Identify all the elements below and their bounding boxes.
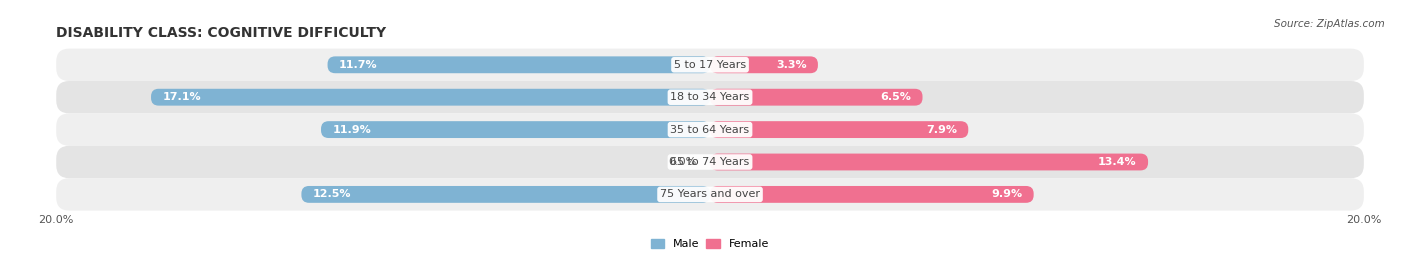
FancyBboxPatch shape (56, 146, 1364, 178)
Text: 65 to 74 Years: 65 to 74 Years (671, 157, 749, 167)
Text: 9.9%: 9.9% (991, 189, 1022, 200)
Text: 17.1%: 17.1% (163, 92, 201, 102)
Text: 35 to 64 Years: 35 to 64 Years (671, 124, 749, 135)
FancyBboxPatch shape (56, 178, 1364, 211)
Text: 18 to 34 Years: 18 to 34 Years (671, 92, 749, 102)
Text: 6.5%: 6.5% (880, 92, 911, 102)
Text: 7.9%: 7.9% (925, 124, 957, 135)
Text: 3.3%: 3.3% (776, 60, 807, 70)
FancyBboxPatch shape (710, 56, 818, 73)
Text: 75 Years and over: 75 Years and over (659, 189, 761, 200)
Text: 0.0%: 0.0% (669, 157, 697, 167)
FancyBboxPatch shape (710, 121, 969, 138)
Text: 5 to 17 Years: 5 to 17 Years (673, 60, 747, 70)
Text: 12.5%: 12.5% (314, 189, 352, 200)
Text: Source: ZipAtlas.com: Source: ZipAtlas.com (1274, 19, 1385, 29)
FancyBboxPatch shape (710, 186, 1033, 203)
FancyBboxPatch shape (710, 89, 922, 106)
FancyBboxPatch shape (56, 113, 1364, 146)
FancyBboxPatch shape (710, 154, 1149, 170)
FancyBboxPatch shape (328, 56, 710, 73)
FancyBboxPatch shape (56, 81, 1364, 113)
FancyBboxPatch shape (56, 49, 1364, 81)
Legend: Male, Female: Male, Female (647, 234, 773, 254)
Text: DISABILITY CLASS: COGNITIVE DIFFICULTY: DISABILITY CLASS: COGNITIVE DIFFICULTY (56, 26, 387, 40)
Text: 11.9%: 11.9% (332, 124, 371, 135)
FancyBboxPatch shape (321, 121, 710, 138)
FancyBboxPatch shape (150, 89, 710, 106)
Text: 11.7%: 11.7% (339, 60, 378, 70)
Text: 13.4%: 13.4% (1098, 157, 1136, 167)
FancyBboxPatch shape (301, 186, 710, 203)
